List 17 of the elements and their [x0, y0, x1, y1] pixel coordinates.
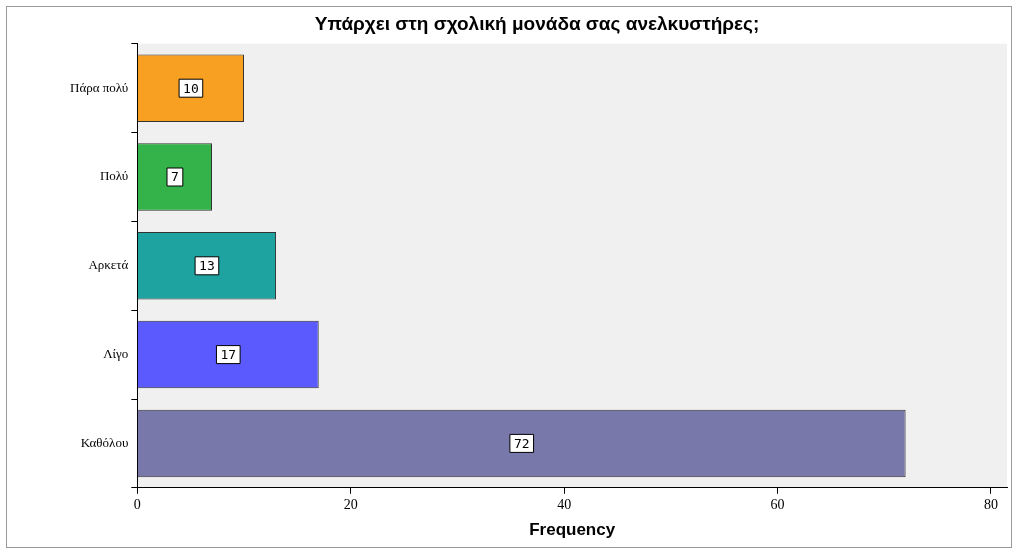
x-tick-label: 40	[557, 496, 572, 512]
x-tick-label: 20	[343, 496, 358, 512]
x-axis-title: Frequency	[529, 520, 616, 540]
data-label: 17	[220, 346, 237, 362]
data-label: 72	[513, 435, 530, 451]
chart-title: Υπάρχει στη σχολική μονάδα σας ανελκυστήρες;	[314, 12, 760, 34]
y-tick-label: Λίγο	[103, 346, 129, 362]
data-label: 7	[171, 169, 179, 185]
x-tick-label: 60	[770, 496, 785, 512]
y-tick-label: Αρκετά	[88, 257, 129, 273]
y-tick-label: Πάρα πολύ	[69, 79, 129, 95]
x-tick-label: 80	[983, 496, 998, 512]
x-tick-label: 0	[133, 496, 141, 512]
y-tick-label: Πολύ	[99, 168, 129, 184]
data-label: 13	[199, 258, 215, 274]
y-tick-label: Καθόλου	[80, 434, 129, 450]
data-label: 10	[183, 80, 199, 96]
